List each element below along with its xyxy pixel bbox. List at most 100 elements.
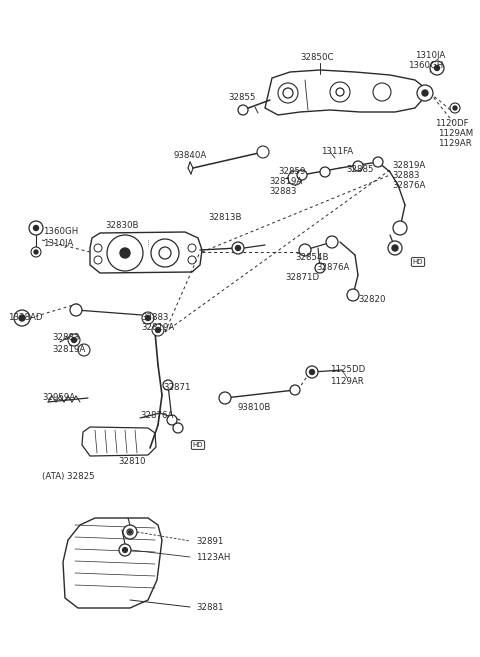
Text: 32891: 32891 bbox=[196, 537, 223, 545]
Text: 1129AM: 1129AM bbox=[438, 129, 473, 137]
Circle shape bbox=[417, 85, 433, 101]
Circle shape bbox=[373, 157, 383, 167]
Circle shape bbox=[393, 221, 407, 235]
Text: 1129AR: 1129AR bbox=[438, 139, 472, 148]
Circle shape bbox=[94, 244, 102, 252]
Circle shape bbox=[188, 256, 196, 264]
Circle shape bbox=[152, 324, 164, 336]
Text: 1311FA: 1311FA bbox=[321, 148, 353, 156]
Circle shape bbox=[34, 225, 38, 231]
Circle shape bbox=[310, 369, 314, 374]
Text: 32819A: 32819A bbox=[52, 344, 85, 353]
Text: 93840A: 93840A bbox=[173, 150, 206, 160]
Circle shape bbox=[392, 245, 398, 251]
Text: 32881: 32881 bbox=[196, 602, 224, 612]
Text: 32885: 32885 bbox=[346, 166, 373, 175]
Text: 32854B: 32854B bbox=[295, 254, 328, 263]
Circle shape bbox=[422, 90, 428, 96]
Text: 1125DD: 1125DD bbox=[330, 365, 365, 374]
Circle shape bbox=[453, 106, 457, 110]
Text: 1360GH: 1360GH bbox=[43, 227, 78, 237]
Text: 32819A: 32819A bbox=[392, 160, 425, 170]
Text: 32883: 32883 bbox=[52, 334, 80, 342]
Circle shape bbox=[145, 315, 151, 321]
Circle shape bbox=[238, 105, 248, 115]
Text: 32883: 32883 bbox=[269, 187, 297, 196]
Circle shape bbox=[306, 366, 318, 378]
Circle shape bbox=[450, 103, 460, 113]
Text: 32871: 32871 bbox=[163, 384, 191, 392]
Text: 1310JA: 1310JA bbox=[43, 238, 73, 248]
Text: 32876A: 32876A bbox=[316, 263, 349, 273]
Circle shape bbox=[127, 529, 133, 535]
Circle shape bbox=[299, 244, 311, 256]
Circle shape bbox=[236, 246, 240, 250]
Circle shape bbox=[290, 385, 300, 395]
Text: 32819A: 32819A bbox=[141, 323, 174, 332]
Circle shape bbox=[430, 61, 444, 75]
Circle shape bbox=[353, 161, 363, 171]
Circle shape bbox=[123, 549, 127, 551]
Text: 32959A: 32959A bbox=[42, 394, 75, 403]
Text: 1360GH: 1360GH bbox=[408, 62, 443, 70]
Text: HD: HD bbox=[193, 442, 203, 448]
Circle shape bbox=[330, 82, 350, 102]
Text: 1129AR: 1129AR bbox=[330, 376, 364, 386]
Text: 32830B: 32830B bbox=[105, 221, 139, 229]
Text: 32819A: 32819A bbox=[269, 177, 302, 187]
Circle shape bbox=[107, 235, 143, 271]
Text: 1123AH: 1123AH bbox=[196, 553, 230, 562]
Circle shape bbox=[434, 66, 440, 70]
Circle shape bbox=[188, 244, 196, 252]
Circle shape bbox=[219, 392, 231, 404]
Circle shape bbox=[163, 380, 173, 390]
Text: 32820: 32820 bbox=[358, 296, 385, 304]
Circle shape bbox=[94, 256, 102, 264]
Circle shape bbox=[122, 547, 128, 553]
Text: 32883: 32883 bbox=[141, 313, 168, 323]
Circle shape bbox=[119, 544, 131, 556]
Circle shape bbox=[142, 312, 154, 324]
Circle shape bbox=[129, 530, 132, 533]
Text: 1338AD: 1338AD bbox=[8, 313, 43, 323]
Circle shape bbox=[388, 241, 402, 255]
Circle shape bbox=[320, 167, 330, 177]
Circle shape bbox=[120, 248, 130, 258]
Circle shape bbox=[336, 88, 344, 96]
Text: (ATA) 32825: (ATA) 32825 bbox=[42, 472, 95, 480]
Circle shape bbox=[167, 415, 177, 425]
Circle shape bbox=[373, 83, 391, 101]
Circle shape bbox=[14, 310, 30, 326]
Circle shape bbox=[347, 289, 359, 301]
Text: 93810B: 93810B bbox=[238, 403, 271, 413]
Circle shape bbox=[34, 250, 38, 254]
Text: 1310JA: 1310JA bbox=[415, 51, 445, 60]
Text: 32859: 32859 bbox=[278, 168, 305, 177]
Text: 32883: 32883 bbox=[392, 171, 420, 179]
Circle shape bbox=[31, 247, 41, 257]
Text: 32813B: 32813B bbox=[208, 214, 241, 223]
Circle shape bbox=[72, 338, 76, 342]
Text: 32871D: 32871D bbox=[285, 273, 319, 283]
Circle shape bbox=[283, 88, 293, 98]
Circle shape bbox=[159, 247, 171, 259]
Circle shape bbox=[232, 242, 244, 254]
Circle shape bbox=[78, 344, 90, 356]
Circle shape bbox=[70, 304, 82, 316]
Text: HD: HD bbox=[413, 259, 423, 265]
Circle shape bbox=[278, 83, 298, 103]
Circle shape bbox=[156, 327, 160, 332]
Circle shape bbox=[19, 315, 25, 321]
Circle shape bbox=[288, 171, 302, 185]
Text: 32850C: 32850C bbox=[300, 53, 334, 62]
Circle shape bbox=[173, 423, 183, 433]
Circle shape bbox=[29, 221, 43, 235]
Text: 32855: 32855 bbox=[228, 93, 255, 102]
Text: 32810: 32810 bbox=[118, 457, 145, 466]
Text: 1120DF: 1120DF bbox=[435, 118, 468, 127]
Text: 32876A: 32876A bbox=[140, 411, 173, 420]
Text: 32876A: 32876A bbox=[392, 181, 425, 189]
Circle shape bbox=[151, 239, 179, 267]
Circle shape bbox=[257, 146, 269, 158]
Circle shape bbox=[297, 170, 307, 180]
